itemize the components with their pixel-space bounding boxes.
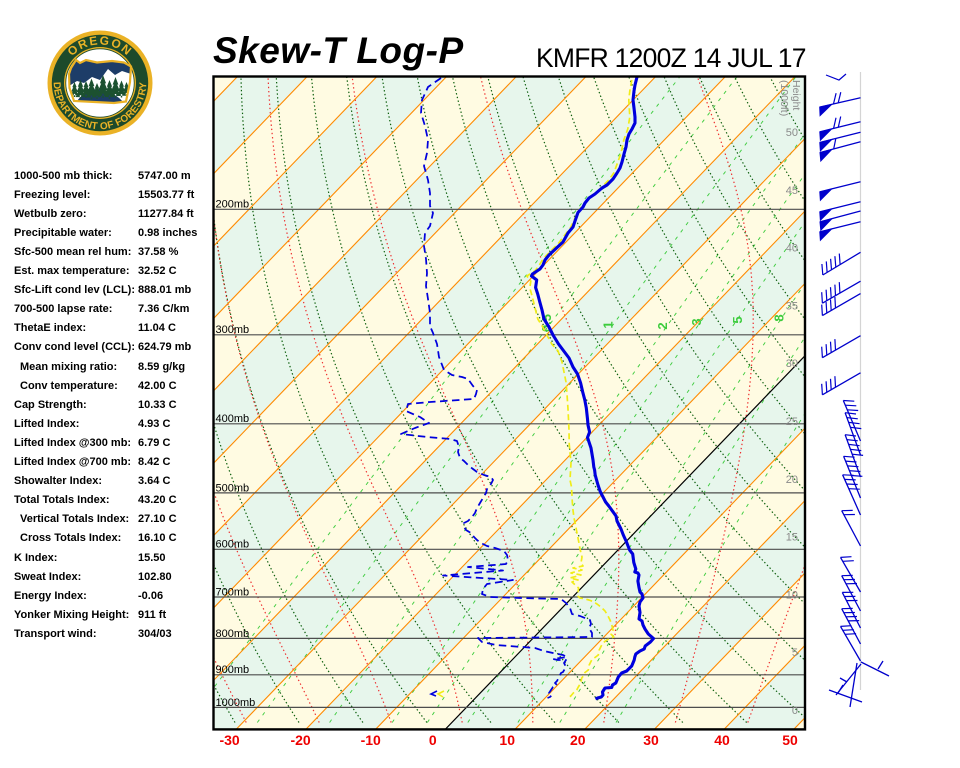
- svg-text:2: 2: [655, 322, 670, 329]
- svg-text:10: 10: [786, 589, 798, 601]
- svg-text:600mb: 600mb: [216, 539, 250, 551]
- svg-text:1000mb: 1000mb: [216, 697, 256, 709]
- svg-text:35: 35: [786, 300, 798, 312]
- svg-text:300mb: 300mb: [216, 324, 250, 336]
- svg-text:400mb: 400mb: [216, 413, 250, 425]
- svg-text:50: 50: [782, 732, 798, 748]
- svg-text:30: 30: [786, 358, 798, 370]
- svg-text:-20: -20: [290, 732, 310, 748]
- svg-text:(1000ft): (1000ft): [778, 80, 790, 116]
- svg-text:-10: -10: [361, 732, 381, 748]
- svg-text:45: 45: [786, 185, 798, 197]
- svg-text:20: 20: [786, 474, 798, 486]
- svg-text:Height: Height: [790, 80, 802, 110]
- svg-text:1: 1: [601, 321, 616, 328]
- svg-text:200mb: 200mb: [216, 199, 250, 211]
- svg-text:40: 40: [714, 732, 730, 748]
- svg-text:900mb: 900mb: [216, 664, 250, 676]
- svg-text:5: 5: [730, 316, 745, 323]
- svg-text:3: 3: [689, 318, 704, 325]
- svg-text:700mb: 700mb: [216, 586, 250, 598]
- svg-text:0: 0: [792, 705, 798, 717]
- svg-text:25: 25: [786, 416, 798, 428]
- svg-text:15: 15: [786, 532, 798, 544]
- svg-text:500mb: 500mb: [216, 482, 250, 494]
- svg-text:20: 20: [570, 732, 586, 748]
- svg-text:5: 5: [792, 647, 798, 659]
- svg-text:50: 50: [786, 127, 798, 139]
- svg-text:-30: -30: [219, 732, 239, 748]
- svg-text:0: 0: [429, 732, 437, 748]
- svg-text:30: 30: [643, 732, 659, 748]
- svg-text:8: 8: [771, 314, 786, 321]
- svg-text:800mb: 800mb: [216, 628, 250, 640]
- svg-text:40: 40: [786, 243, 798, 255]
- svg-text:10: 10: [499, 732, 515, 748]
